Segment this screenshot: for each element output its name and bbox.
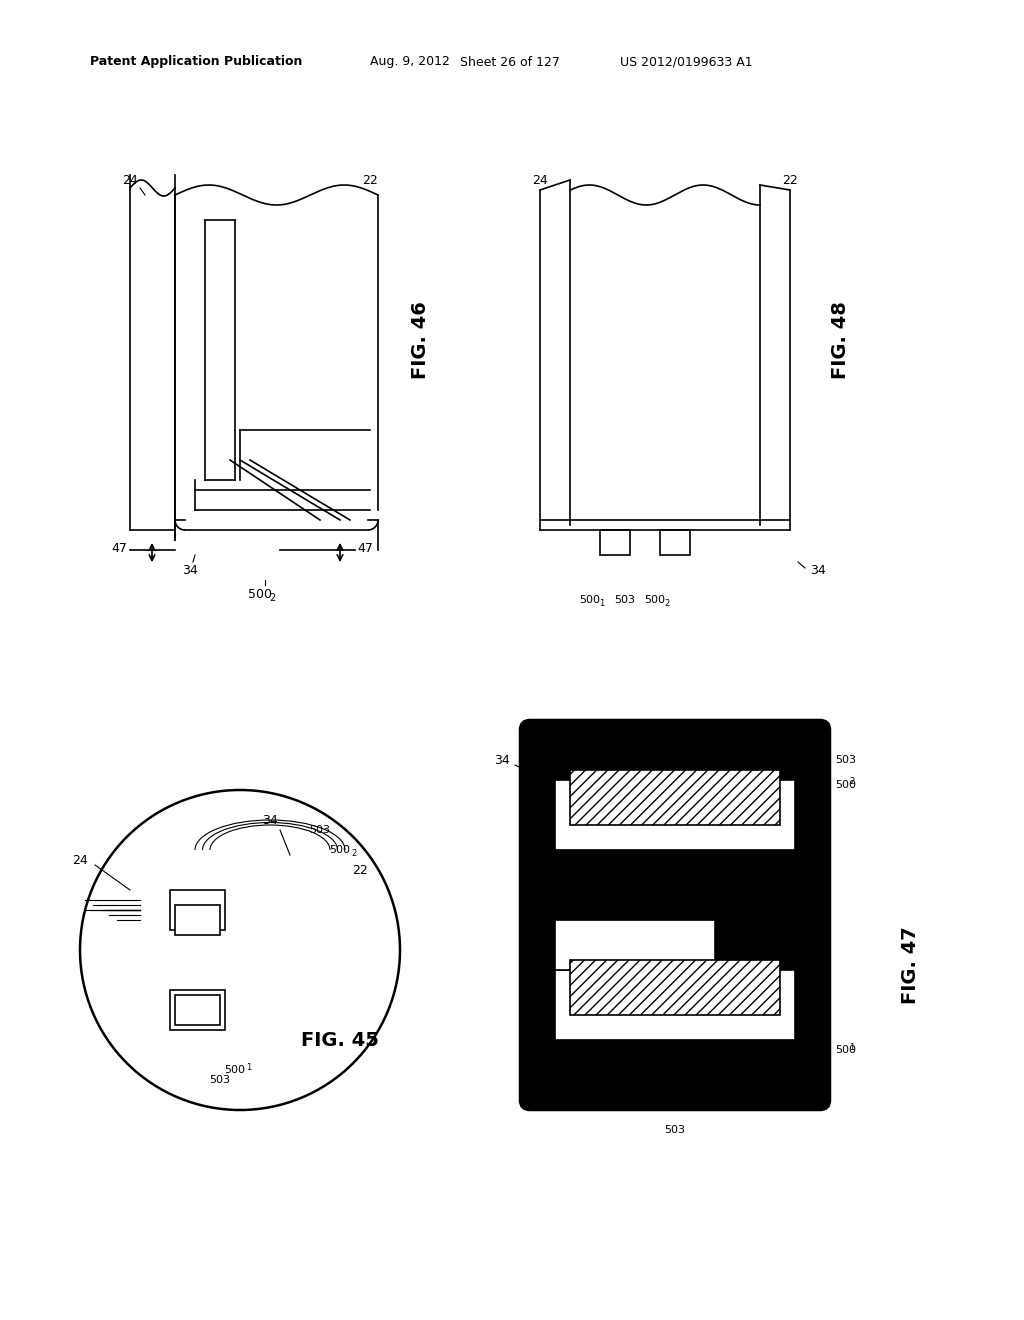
Text: US 2012/0199633 A1: US 2012/0199633 A1 bbox=[620, 55, 753, 69]
Text: 503: 503 bbox=[835, 755, 856, 766]
Text: 1: 1 bbox=[599, 598, 604, 607]
Text: 34: 34 bbox=[810, 564, 825, 577]
FancyBboxPatch shape bbox=[520, 719, 830, 1110]
Bar bbox=[600, 531, 630, 554]
Bar bbox=[175, 995, 220, 1026]
Text: 1: 1 bbox=[247, 1063, 252, 1072]
Text: FIG. 45: FIG. 45 bbox=[301, 1031, 379, 1049]
Text: 500: 500 bbox=[248, 589, 272, 602]
Text: 22: 22 bbox=[782, 173, 798, 186]
Text: 500: 500 bbox=[835, 1045, 856, 1055]
Text: Patent Application Publication: Patent Application Publication bbox=[90, 55, 302, 69]
Bar bbox=[660, 531, 690, 554]
Text: 2: 2 bbox=[351, 849, 356, 858]
Text: 1: 1 bbox=[849, 1043, 854, 1052]
Text: 503: 503 bbox=[309, 825, 331, 836]
Text: 47: 47 bbox=[357, 541, 373, 554]
Text: 500: 500 bbox=[580, 595, 600, 605]
Text: FIG. 47: FIG. 47 bbox=[900, 927, 920, 1005]
Text: Aug. 9, 2012: Aug. 9, 2012 bbox=[370, 55, 450, 69]
Text: 34: 34 bbox=[495, 754, 510, 767]
Bar bbox=[175, 906, 220, 935]
Text: 500: 500 bbox=[330, 845, 350, 855]
Bar bbox=[555, 920, 715, 970]
Text: 34: 34 bbox=[262, 813, 278, 826]
Bar bbox=[555, 780, 795, 850]
Text: 34: 34 bbox=[182, 564, 198, 577]
Text: 500: 500 bbox=[644, 595, 666, 605]
Text: 24: 24 bbox=[72, 854, 88, 866]
Text: 500: 500 bbox=[224, 1065, 246, 1074]
Text: 503: 503 bbox=[665, 1125, 685, 1135]
Bar bbox=[555, 970, 795, 1040]
Text: 22: 22 bbox=[352, 863, 368, 876]
Text: 24: 24 bbox=[122, 173, 138, 186]
Text: 2: 2 bbox=[269, 593, 275, 603]
Text: Sheet 26 of 127: Sheet 26 of 127 bbox=[460, 55, 560, 69]
Text: 503: 503 bbox=[210, 1074, 230, 1085]
Text: 503: 503 bbox=[614, 595, 636, 605]
Text: 47: 47 bbox=[112, 541, 127, 554]
Text: 2: 2 bbox=[849, 777, 854, 787]
Text: FIG. 46: FIG. 46 bbox=[411, 301, 429, 379]
Text: 2: 2 bbox=[665, 598, 670, 607]
Text: 24: 24 bbox=[532, 173, 548, 186]
Text: FIG. 48: FIG. 48 bbox=[830, 301, 850, 379]
Text: 500: 500 bbox=[835, 780, 856, 789]
Bar bbox=[170, 990, 225, 1030]
Bar bbox=[170, 890, 225, 931]
Text: 22: 22 bbox=[362, 173, 378, 186]
Bar bbox=[570, 770, 780, 825]
Bar bbox=[570, 960, 780, 1015]
